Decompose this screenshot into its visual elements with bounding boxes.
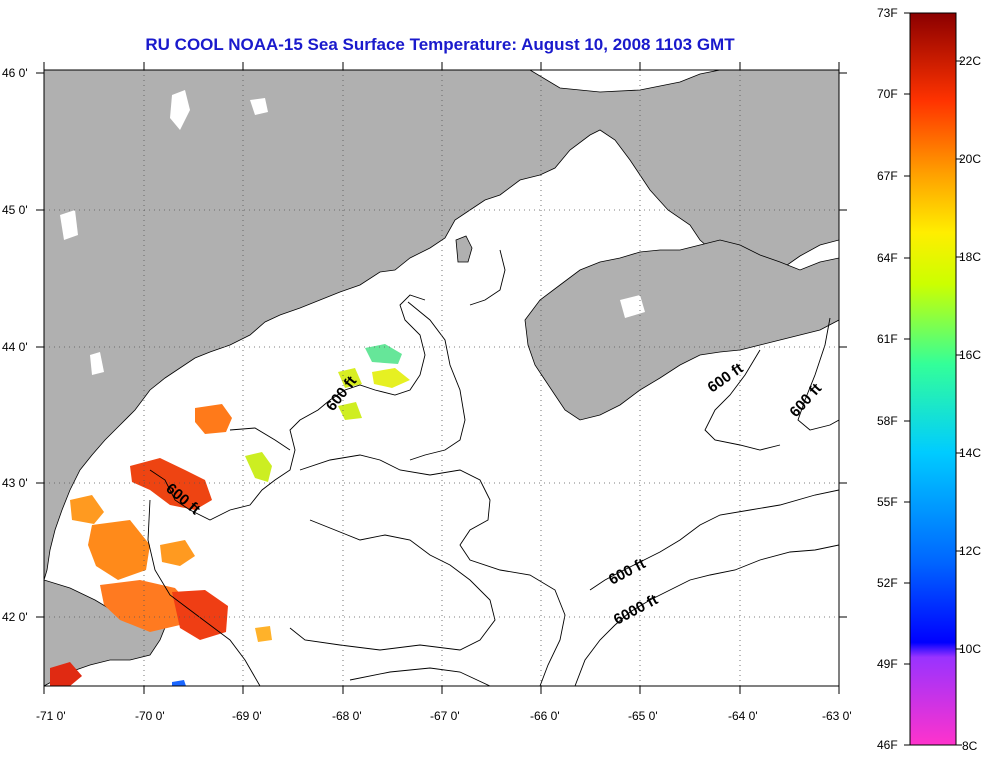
- lake: [90, 352, 104, 375]
- colorbar-c-label: 16C: [959, 348, 981, 362]
- lon-tick-label: -66 0': [530, 709, 560, 723]
- colorbar-f-label: 70F: [877, 87, 898, 101]
- colorbar-c-label: 14C: [959, 446, 981, 460]
- colorbar-c-label: 18C: [959, 250, 981, 264]
- colorbar-f-label: 52F: [877, 576, 898, 590]
- land-grand-manan: [455, 235, 473, 263]
- lat-tick-label: 46 0': [2, 66, 28, 80]
- lon-tick-label: -71 0': [36, 709, 66, 723]
- lon-tick-label: -63 0': [822, 709, 852, 723]
- colorbar-f-label: 58F: [877, 414, 898, 428]
- lon-tick-label: -69 0': [232, 709, 262, 723]
- colorbar-f-label: 73F: [877, 6, 898, 20]
- lat-tick-label: 44 0': [2, 340, 28, 354]
- colorbar-f-label: 55F: [877, 495, 898, 509]
- colorbar-c-label: 10C: [959, 642, 981, 656]
- lat-tick-label: 42 0': [2, 610, 28, 624]
- lon-tick-label: -65 0': [628, 709, 658, 723]
- colorbar-f-label: 67F: [877, 169, 898, 183]
- lon-tick-label: -67 0': [430, 709, 460, 723]
- lat-tick-label: 45 0': [2, 203, 28, 217]
- colorbar-f-label: 49F: [877, 657, 898, 671]
- colorbar-f-label: 64F: [877, 251, 898, 265]
- colorbar-c-label: 20C: [959, 152, 981, 166]
- map-title: RU COOL NOAA-15 Sea Surface Temperature:…: [145, 35, 735, 54]
- axis-ticks: [36, 62, 847, 694]
- colorbar-ticks: [904, 12, 962, 746]
- colorbar-f-label: 61F: [877, 332, 898, 346]
- bathy-contours: [147, 249, 839, 686]
- lake: [60, 210, 78, 240]
- colorbar-c-label: 8C: [962, 739, 978, 753]
- lake: [620, 295, 645, 318]
- colorbar-c-label: 12C: [959, 544, 981, 558]
- lon-tick-label: -70 0': [135, 709, 165, 723]
- lon-tick-label: -68 0': [332, 709, 362, 723]
- colorbar-f-label: 46F: [877, 738, 898, 752]
- lat-tick-label: 43 0': [2, 476, 28, 490]
- colorbar-c-label: 22C: [959, 54, 981, 68]
- colorbar: [909, 12, 957, 746]
- lake: [250, 98, 268, 115]
- lon-tick-label: -64 0': [728, 709, 758, 723]
- lake: [170, 90, 190, 130]
- land-nova-scotia: [524, 239, 839, 421]
